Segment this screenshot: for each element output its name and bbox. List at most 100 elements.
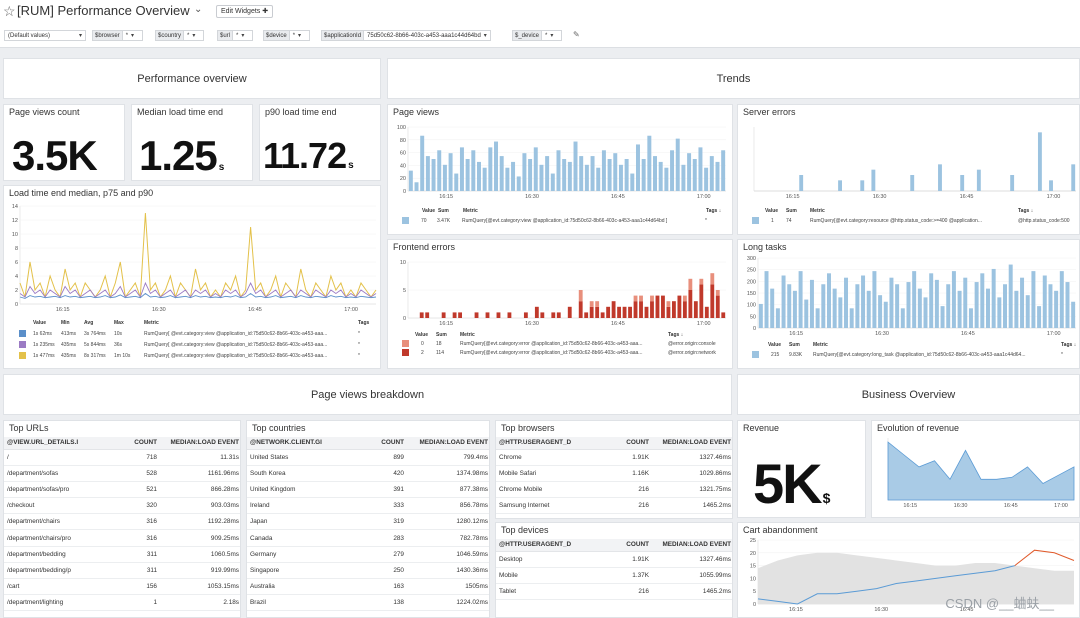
table-cell: 11.31s xyxy=(160,449,240,466)
frontend-error-network-bar xyxy=(584,312,589,318)
legend-row[interactable]: 1s 477ms 435ms 8s 317ms 1m 10s RumQuery[ @ev… xyxy=(19,352,369,359)
long-tasks-bar xyxy=(878,295,883,328)
pencil-icon[interactable]: ✎ xyxy=(573,30,580,39)
page-views-bar xyxy=(613,153,618,191)
widget-top-devices[interactable]: Top devices @HTTP.USERAGENT_D COUNT MEDI… xyxy=(495,522,733,618)
column-header[interactable]: COUNT xyxy=(612,539,652,552)
table-row[interactable]: United States 899 799.4ms xyxy=(247,449,489,466)
column-header[interactable]: @VIEW.URL_DETAILS.I xyxy=(4,437,122,450)
table-row[interactable]: Singapore 250 1430.36ms xyxy=(247,562,489,580)
table-row[interactable]: Mobile 1.37K 1055.99ms xyxy=(496,567,732,584)
long-tasks-bar xyxy=(1003,284,1008,328)
page-views-bar xyxy=(658,161,663,191)
long-tasks-bar xyxy=(946,284,951,328)
table-row[interactable]: /department/chairs 316 1192.28ms xyxy=(4,513,240,531)
table-row[interactable]: Ireland 333 856.78ms xyxy=(247,497,489,515)
table-row[interactable]: Brazil 138 1224.02ms xyxy=(247,594,489,612)
frontend-error-console-bar xyxy=(650,295,654,302)
table-cell: /checkout xyxy=(4,497,122,515)
column-header[interactable]: COUNT xyxy=(369,437,407,450)
legend-row[interactable]: 0 18 RumQuery[@evt.category:error @applica… xyxy=(402,340,716,347)
legend-row[interactable]: 1s 235ms 435ms 5s 844ms 36s RumQuery[ @evt.c… xyxy=(19,341,369,348)
frontend-error-network-bar xyxy=(595,306,600,318)
table-row[interactable]: South Korea 420 1374.98ms xyxy=(247,465,489,482)
widget-top-browsers[interactable]: Top browsers @HTTP.USERAGENT_D COUNT MED… xyxy=(495,420,733,519)
widget-page-views[interactable]: Page views 100 80 60 40 20 0 16:15 16:30 16:45 17… xyxy=(387,104,733,235)
frontend-error-network-bar xyxy=(589,306,594,318)
widget-load-time-chart[interactable]: Load time end median, p75 and p90 14 12 10… xyxy=(3,185,381,369)
table-row[interactable]: United Kingdom 391 877.38ms xyxy=(247,481,489,499)
widget-evolution-of-revenue[interactable]: Evolution of revenue 16:15 16:30 16:45 17:0… xyxy=(871,420,1080,518)
widget-median-load-time[interactable]: Median load time end 1.25 s xyxy=(131,104,253,181)
y-tick-label: 100 xyxy=(747,303,756,309)
widget-top-countries[interactable]: Top countries @NETWORK.CLIENT.GI COUNT M… xyxy=(246,420,490,618)
column-header[interactable]: MEDIAN:LOAD EVENT xyxy=(652,437,732,450)
table-row[interactable]: /department/sofas/pro 521 866.28ms xyxy=(4,481,240,499)
template-var-browser[interactable]: $browser * ▾ xyxy=(92,30,143,41)
legend-header: Metric xyxy=(144,320,159,326)
table-row[interactable]: /department/bedding/p 311 919.99ms xyxy=(4,562,240,580)
legend-row[interactable]: 215 9.83K RumQuery[@evt.category:long_task… xyxy=(752,351,1076,358)
widget-revenue[interactable]: Revenue 5K $ xyxy=(737,420,866,518)
widget-title: Long tasks xyxy=(743,242,787,252)
column-header[interactable]: @HTTP.USERAGENT_D xyxy=(496,437,612,450)
widget-page-views-count[interactable]: Page views count 3.5K xyxy=(3,104,125,181)
table-row[interactable]: /cart 156 1053.15ms xyxy=(4,578,240,596)
group-business-overview: Business Overview xyxy=(737,374,1080,415)
star-icon[interactable]: ☆ xyxy=(3,3,16,19)
template-var-country[interactable]: $country * ▾ xyxy=(155,30,205,41)
legend-metric: RumQuery[@evt.category:resource @http.st… xyxy=(810,218,982,224)
column-header[interactable]: @NETWORK.CLIENT.GI xyxy=(247,437,369,450)
widget-cart-abandonment[interactable]: Cart abandonment 25 20 15 10 5 0 16:15 16:30 16:… xyxy=(737,522,1080,618)
table-row[interactable]: Mobile Safari 1.16K 1029.86ms xyxy=(496,465,732,482)
legend-header: Tags xyxy=(668,332,680,338)
table-row[interactable]: /department/lighting 1 2.18s xyxy=(4,594,240,612)
table-row[interactable]: Samsung Internet 216 1465.2ms xyxy=(496,497,732,515)
column-header[interactable]: MEDIAN:LOAD EVENT xyxy=(160,437,240,450)
table-row[interactable]: Chrome 1.91K 1327.46ms xyxy=(496,449,732,466)
column-header[interactable]: MEDIAN:LOAD EVENT xyxy=(652,539,732,552)
table-row[interactable]: /department/sofas 528 1161.96ms xyxy=(4,465,240,482)
column-header[interactable]: COUNT xyxy=(122,437,160,450)
page-views-bar xyxy=(431,159,436,191)
template-var-application-id[interactable]: $applicationId 75d50c62-8b66-403c-a453-aa… xyxy=(321,30,491,41)
legend-max: 36s xyxy=(114,341,123,348)
legend-row[interactable]: 1s 62ms 413ms 3s 764ms 10s RumQuery[ @evt.ca… xyxy=(19,330,369,337)
template-var-default[interactable]: (Default values) ▾ xyxy=(4,30,86,41)
legend-row[interactable]: 1 74 RumQuery[@evt.category:resource @http… xyxy=(752,217,1070,224)
table-row[interactable]: Australia 163 1505ms xyxy=(247,578,489,596)
legend-row[interactable]: 2 114 RumQuery[@evt.category:error @applic… xyxy=(402,349,716,356)
table-row[interactable]: Tablet 216 1465.2ms xyxy=(496,583,732,601)
widget-frontend-errors[interactable]: Frontend errors 10 5 0 16:15 16:30 16:45 17:00… xyxy=(387,239,733,369)
table-row[interactable]: /department/bedding 311 1060.5ms xyxy=(4,546,240,563)
column-header[interactable]: @HTTP.USERAGENT_D xyxy=(496,539,612,552)
widget-long-tasks[interactable]: Long tasks 300 250 200 150 100 50 0 16:15 16:30 1… xyxy=(737,239,1080,369)
long-tasks-bar xyxy=(849,308,854,328)
column-header[interactable]: COUNT xyxy=(612,437,652,450)
table-row[interactable]: Desktop 1.91K 1327.46ms xyxy=(496,551,732,568)
server-errors-bar xyxy=(860,180,865,191)
table-row[interactable]: Canada 283 782.78ms xyxy=(247,529,489,547)
column-header[interactable]: MEDIAN:LOAD EVENT xyxy=(407,437,489,450)
table-row[interactable]: /checkout 320 903.03ms xyxy=(4,497,240,515)
table-cell: 1321.75ms xyxy=(652,481,732,499)
table-row[interactable]: /718 11.31s xyxy=(4,449,240,466)
widget-p90-load-time[interactable]: p90 load time end 11.72 s xyxy=(259,104,381,181)
template-var-url[interactable]: $url * ▾ xyxy=(217,30,254,41)
table-row[interactable]: Chrome Mobile 216 1321.75ms xyxy=(496,481,732,499)
legend-row[interactable]: 70 3.47K RumQuery[@evt.category:view @appl… xyxy=(402,217,721,224)
widget-top-urls[interactable]: Top URLs @VIEW.URL_DETAILS.I COUNT MEDIA… xyxy=(3,420,241,618)
frontend-error-network-bar xyxy=(458,312,463,318)
table-row[interactable]: /department/chairs/pro 316 909.25ms xyxy=(4,529,240,547)
chevron-down-icon[interactable]: ⌄ xyxy=(194,4,203,15)
table-row[interactable]: Germany 279 1046.59ms xyxy=(247,546,489,563)
dashboard-title[interactable]: [RUM] Performance Overview xyxy=(17,3,190,18)
y-tick-label: 8 xyxy=(15,246,18,252)
widget-server-errors[interactable]: Server errors 16:15 16:30 16:45 17:00 Value… xyxy=(737,104,1080,235)
template-var-device-2[interactable]: $_device * ▾ xyxy=(512,30,563,41)
edit-widgets-button[interactable]: Edit Widgets ✚ xyxy=(216,5,274,18)
page-views-bar xyxy=(556,150,561,191)
table-row[interactable]: Japan 319 1280.12ms xyxy=(247,513,489,531)
table-cell: Mobile xyxy=(496,567,612,584)
template-var-device[interactable]: $device * ▾ xyxy=(263,30,310,41)
